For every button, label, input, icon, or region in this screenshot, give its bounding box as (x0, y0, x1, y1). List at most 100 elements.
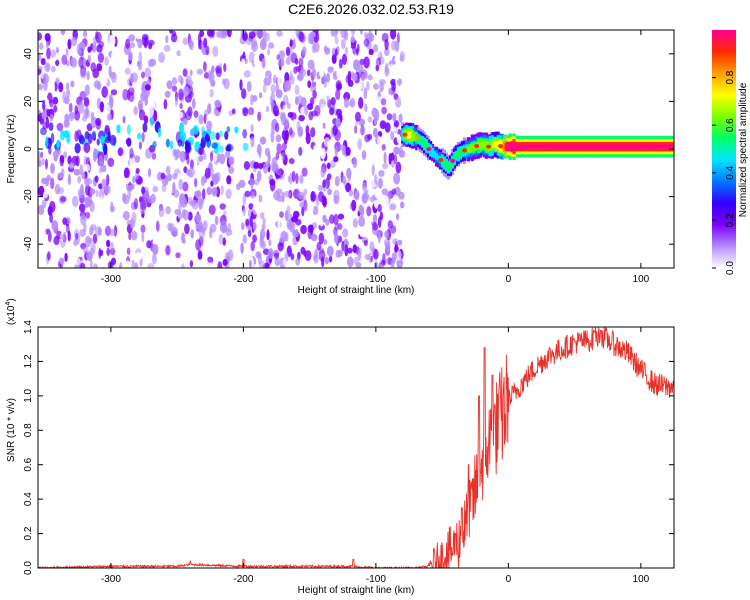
heatmap-cell (336, 83, 342, 91)
heatmap-cell (343, 91, 351, 101)
heatmap-cell (311, 43, 316, 54)
heatmap-cell (374, 174, 378, 185)
heatmap-cell (289, 39, 293, 47)
snr-frame (37, 326, 675, 569)
heatmap-cell (227, 30, 232, 38)
heatmap-cell (179, 122, 184, 134)
signal-peak (438, 157, 444, 162)
heatmap-cell (135, 31, 143, 40)
heatmap-cell (78, 203, 86, 213)
signal-cell (522, 144, 526, 149)
heatmap-cell (212, 46, 219, 57)
signal-cell (518, 144, 522, 149)
heatmap-cell (310, 200, 314, 213)
heatmap-cell (73, 168, 81, 176)
heatmap-cell (78, 102, 85, 114)
signal-cell (627, 144, 631, 149)
heatmap-cell (120, 217, 126, 225)
snr-multiplier-exp: 4 (5, 302, 12, 306)
snr-y-axis: 0.0 0.2 0.4 0.6 0.8 1.0 1.2 1.4 (23, 320, 674, 575)
heatmap-cell (382, 195, 389, 208)
colorbar-gradient (712, 30, 736, 268)
signal-cell (574, 144, 578, 149)
heatmap-cell (116, 124, 121, 134)
heatmap-cell (182, 37, 188, 45)
heatmap-cell (328, 255, 333, 263)
heatmap-cell (65, 225, 70, 234)
heatmap-cell (38, 151, 41, 163)
heatmap-cell (360, 73, 366, 82)
heatmap-cell (276, 54, 281, 61)
heatmap-cell (229, 259, 234, 268)
heatmap-cell (310, 191, 317, 202)
heatmap-cell (367, 224, 374, 232)
heatmap-cell (147, 195, 153, 204)
heatmap-cell (309, 36, 315, 45)
heatmap-cell (318, 68, 325, 78)
heatmap-cell (192, 98, 196, 110)
heatmap-cell (349, 97, 356, 108)
heatmap-cell (211, 187, 218, 196)
signal-cell (560, 144, 564, 149)
heatmap-cell (398, 150, 406, 158)
heatmap-cell (300, 97, 307, 107)
heatmap-cell (241, 252, 245, 261)
heatmap-cell (307, 103, 314, 111)
heatmap-cell (334, 176, 340, 187)
heatmap-cell (158, 206, 165, 218)
spectrogram-y-label: Frequency (Hz) (6, 115, 17, 184)
heatmap-cell (70, 36, 78, 47)
heatmap-cell (215, 67, 222, 78)
signal-peak (426, 147, 432, 151)
heatmap-cell (263, 77, 270, 86)
signal-cell (425, 142, 429, 150)
heatmap-cell (92, 41, 97, 53)
heatmap-cell (310, 233, 318, 242)
heatmap-cell (363, 56, 370, 69)
heatmap-cell (288, 30, 296, 41)
signal-cell (594, 144, 598, 149)
heatmap-cell (182, 118, 188, 125)
heatmap-cell (373, 127, 378, 138)
heatmap-cell (220, 185, 224, 196)
heatmap-cell (392, 112, 397, 122)
heatmap-cell (218, 130, 224, 138)
heatmap-cell (178, 241, 182, 249)
heatmap-cell (167, 222, 173, 231)
heatmap-cell (320, 103, 326, 114)
heatmap-cell (258, 97, 265, 106)
heatmap-cell (133, 106, 138, 116)
signal-cell (492, 141, 496, 148)
y-tick-label: 0 (23, 146, 34, 152)
heatmap-cell (327, 188, 332, 196)
heatmap-cell (38, 83, 44, 91)
x-tick-label: 100 (633, 274, 650, 285)
signal-cell (530, 144, 534, 149)
signal-cell (645, 144, 649, 149)
heatmap-cell (286, 205, 291, 216)
signal-peak (497, 144, 503, 149)
signal-cell (661, 144, 665, 149)
heatmap-cell (245, 218, 250, 227)
heatmap-cell (184, 94, 192, 103)
heatmap-cell (90, 62, 97, 73)
heatmap-cell (296, 73, 304, 81)
heatmap-cell (110, 89, 118, 96)
heatmap-cell (343, 97, 349, 109)
snr-y-label: SNR (10 * v/v) (6, 398, 17, 462)
heatmap-cell (76, 43, 83, 55)
heatmap-cell (89, 259, 93, 268)
signal-cell (643, 144, 647, 149)
heatmap-cell (224, 151, 231, 159)
heatmap-cell (184, 223, 190, 235)
heatmap-cell (83, 142, 91, 154)
heatmap-cell (391, 81, 396, 92)
heatmap-cell (189, 69, 193, 76)
signal-cell (663, 144, 667, 149)
heatmap-cell (178, 88, 184, 101)
heatmap-cell (197, 197, 205, 206)
heatmap-cell (153, 72, 159, 81)
heatmap-cell (259, 136, 267, 145)
signal-cell (468, 144, 472, 153)
